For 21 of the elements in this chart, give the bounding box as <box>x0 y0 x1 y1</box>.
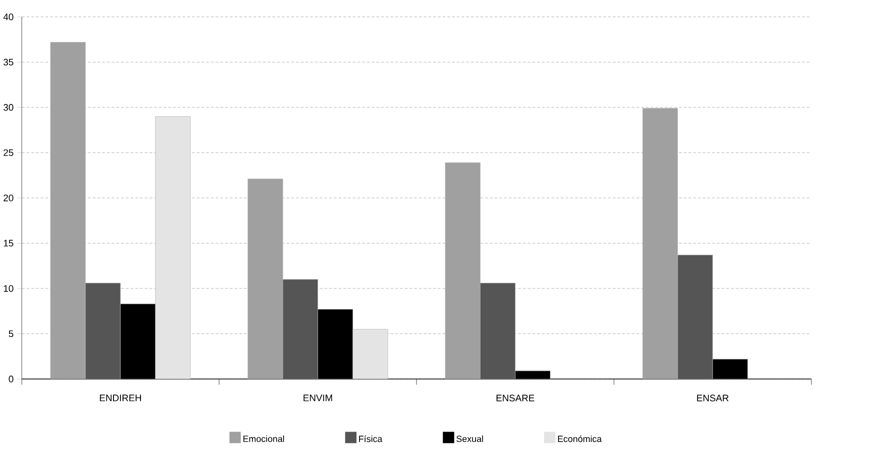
legend-label: Física <box>359 436 382 442</box>
y-tick-label: 30 <box>4 104 14 111</box>
y-tick-label: 15 <box>4 240 14 247</box>
y-tick-label: 5 <box>8 330 14 338</box>
y-tick-label: 0 <box>8 376 14 383</box>
y-tick-label: 10 <box>4 285 14 292</box>
y-tick-label: 25 <box>4 150 14 156</box>
x-tick-label: ENVIM <box>304 394 332 402</box>
y-tick-label: 40 <box>3 14 14 20</box>
y-tick-label: 20 <box>4 194 14 202</box>
bar <box>85 283 121 380</box>
legend-label: Sexual <box>456 436 483 442</box>
legend-label: Emocional <box>243 436 284 442</box>
y-tick-label: 35 <box>4 59 14 66</box>
bar <box>480 283 516 380</box>
legend-label: Económica <box>558 436 602 442</box>
x-tick-label: ENSAR <box>697 394 728 402</box>
x-tick-label: ENSARE <box>496 394 534 402</box>
bar <box>282 279 318 380</box>
bar <box>677 255 713 380</box>
x-tick-label: ENDIREH <box>100 394 141 402</box>
